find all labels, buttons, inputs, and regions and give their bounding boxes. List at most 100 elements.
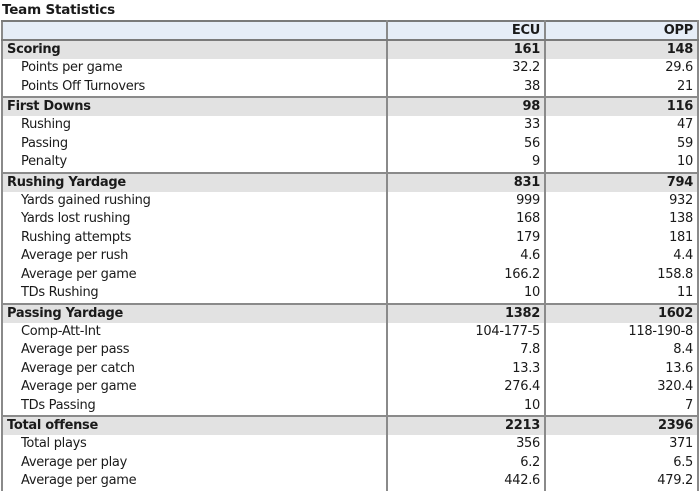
stat-ecu-value: 32.2 <box>386 59 546 78</box>
stat-label: TDs Rushing <box>1 284 388 304</box>
stat-ecu-value: 56 <box>386 134 546 153</box>
stat-opp-value: 371 <box>544 435 699 454</box>
stat-opp-value: 29.6 <box>544 59 699 78</box>
stat-opp-value: 21 <box>544 77 699 97</box>
stat-ecu-value: 33 <box>386 116 546 135</box>
stat-ecu-value: 276.4 <box>386 378 546 397</box>
stat-ecu-value: 999 <box>386 191 546 210</box>
section-row-scoring: Scoring 161 148 <box>1 39 699 59</box>
table-row: Yards lost rushing 168 138 <box>1 210 699 229</box>
section-label: Rushing Yardage <box>1 171 388 192</box>
table-row: Average per catch 13.3 13.6 <box>1 359 699 378</box>
stat-opp-value: 158.8 <box>544 265 699 284</box>
section-ecu-value: 1382 <box>386 302 546 323</box>
stat-opp-value: 118-190-8 <box>544 322 699 341</box>
stat-label: Total plays <box>1 435 388 454</box>
stat-ecu-value: 166.2 <box>386 265 546 284</box>
stat-opp-value: 320.4 <box>544 378 699 397</box>
stat-ecu-value: 104-177-5 <box>386 322 546 341</box>
section-opp-value: 794 <box>544 171 699 192</box>
stat-opp-value: 59 <box>544 134 699 153</box>
stat-opp-value: 13.6 <box>544 359 699 378</box>
stat-label: Rushing attempts <box>1 228 388 247</box>
stat-ecu-value: 6.2 <box>386 453 546 472</box>
stat-opp-value: 8.4 <box>544 341 699 360</box>
stat-label: Average per game <box>1 472 388 491</box>
stat-opp-value: 181 <box>544 228 699 247</box>
section-opp-value: 2396 <box>544 415 699 435</box>
stat-ecu-value: 38 <box>386 77 546 97</box>
table-row: Rushing 33 47 <box>1 116 699 135</box>
stat-label: Average per pass <box>1 341 388 360</box>
table-row: Penalty 9 10 <box>1 153 699 173</box>
stat-opp-value: 11 <box>544 284 699 304</box>
section-opp-value: 116 <box>544 96 699 116</box>
section-ecu-value: 98 <box>386 96 546 116</box>
column-header-label <box>1 20 388 41</box>
section-label: Scoring <box>1 39 388 59</box>
section-label: Total offense <box>1 415 388 435</box>
table-body: Scoring 161 148 Points per game 32.2 29.6 Poin… <box>1 39 699 491</box>
stat-label: Yards lost rushing <box>1 210 388 229</box>
stat-opp-value: 932 <box>544 191 699 210</box>
stat-label: Average per game <box>1 378 388 397</box>
section-opp-value: 148 <box>544 39 699 59</box>
stat-label: Penalty <box>1 153 388 173</box>
stat-ecu-value: 9 <box>386 153 546 173</box>
stat-ecu-value: 13.3 <box>386 359 546 378</box>
table-row: Points Off Turnovers 38 21 <box>1 77 699 97</box>
stat-label: Average per catch <box>1 359 388 378</box>
table-row: Passing 56 59 <box>1 134 699 153</box>
section-label: Passing Yardage <box>1 302 388 323</box>
stat-ecu-value: 168 <box>386 210 546 229</box>
stat-label: Average per play <box>1 453 388 472</box>
section-label: First Downs <box>1 96 388 116</box>
table-row: TDs Passing 10 7 <box>1 396 699 416</box>
section-row-rushing-yardage: Rushing Yardage 831 794 <box>1 171 699 192</box>
section-row-first-downs: First Downs 98 116 <box>1 96 699 116</box>
table-row: Yards gained rushing 999 932 <box>1 191 699 210</box>
stat-ecu-value: 442.6 <box>386 472 546 491</box>
stat-label: TDs Passing <box>1 396 388 416</box>
table-row: Average per game 442.6 479.2 <box>1 472 699 491</box>
table-row: TDs Rushing 10 11 <box>1 284 699 304</box>
stat-ecu-value: 10 <box>386 284 546 304</box>
table-row: Average per game 166.2 158.8 <box>1 265 699 284</box>
stat-label: Comp-Att-Int <box>1 322 388 341</box>
section-row-passing-yardage: Passing Yardage 1382 1602 <box>1 302 699 323</box>
section-opp-value: 1602 <box>544 302 699 323</box>
stat-opp-value: 138 <box>544 210 699 229</box>
section-row-total-offense: Total offense 2213 2396 <box>1 415 699 435</box>
column-header-ecu: ECU <box>386 20 546 41</box>
table-row: Rushing attempts 179 181 <box>1 228 699 247</box>
stat-opp-value: 479.2 <box>544 472 699 491</box>
stat-opp-value: 10 <box>544 153 699 173</box>
stat-ecu-value: 179 <box>386 228 546 247</box>
stat-opp-value: 6.5 <box>544 453 699 472</box>
page-title: Team Statistics <box>2 2 115 18</box>
section-ecu-value: 831 <box>386 171 546 192</box>
stat-label: Points Off Turnovers <box>1 77 388 97</box>
table-row: Total plays 356 371 <box>1 435 699 454</box>
stat-label: Average per rush <box>1 247 388 266</box>
column-header-opp: OPP <box>544 20 699 41</box>
stat-ecu-value: 7.8 <box>386 341 546 360</box>
stat-opp-value: 7 <box>544 396 699 416</box>
stat-opp-value: 47 <box>544 116 699 135</box>
stat-label: Average per game <box>1 265 388 284</box>
table-row: Average per game 276.4 320.4 <box>1 378 699 397</box>
table-row: Points per game 32.2 29.6 <box>1 59 699 78</box>
stat-ecu-value: 4.6 <box>386 247 546 266</box>
stat-label: Rushing <box>1 116 388 135</box>
stat-label: Yards gained rushing <box>1 191 388 210</box>
table-header-row: ECU OPP <box>1 20 699 41</box>
section-ecu-value: 2213 <box>386 415 546 435</box>
table-row: Average per play 6.2 6.5 <box>1 453 699 472</box>
table-row: Average per pass 7.8 8.4 <box>1 341 699 360</box>
table-row: Comp-Att-Int 104-177-5 118-190-8 <box>1 322 699 341</box>
team-statistics-table: ECU OPP Scoring 161 148 Points per game 32.2… <box>1 20 699 491</box>
table-row: Average per rush 4.6 4.4 <box>1 247 699 266</box>
stat-ecu-value: 356 <box>386 435 546 454</box>
stat-ecu-value: 10 <box>386 396 546 416</box>
stat-label: Points per game <box>1 59 388 78</box>
